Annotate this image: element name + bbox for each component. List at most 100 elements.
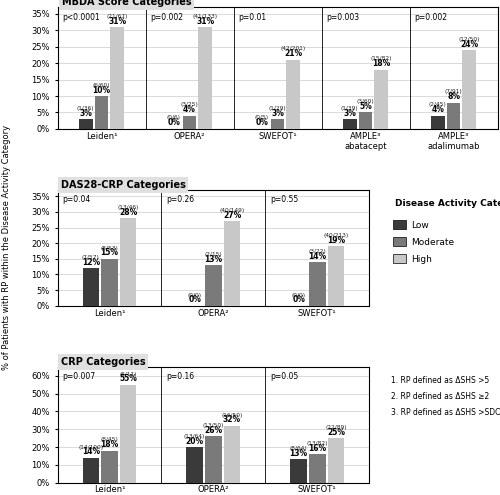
- Text: (8/64): (8/64): [290, 446, 308, 451]
- Text: p=0.04: p=0.04: [62, 195, 91, 204]
- Text: (8/45): (8/45): [100, 438, 118, 443]
- Bar: [328, 438, 344, 483]
- Bar: [205, 265, 222, 306]
- Text: (0/0): (0/0): [188, 293, 202, 297]
- Text: (6/11): (6/11): [120, 372, 137, 377]
- Bar: [110, 27, 124, 129]
- Text: 15%: 15%: [100, 248, 118, 257]
- Bar: [94, 96, 108, 129]
- Text: p<0.0001: p<0.0001: [62, 13, 100, 22]
- Text: (1/29): (1/29): [268, 105, 286, 110]
- Text: p=0.002: p=0.002: [414, 13, 447, 22]
- Text: 31%: 31%: [196, 17, 214, 26]
- Text: p=0.05: p=0.05: [270, 372, 299, 381]
- Text: 4%: 4%: [431, 105, 444, 114]
- Bar: [198, 27, 212, 129]
- Text: 5%: 5%: [359, 102, 372, 111]
- Text: 18%: 18%: [372, 59, 390, 68]
- Text: 27%: 27%: [223, 211, 241, 220]
- Text: (3/60): (3/60): [356, 99, 374, 104]
- Bar: [309, 454, 326, 483]
- Text: 14%: 14%: [82, 447, 100, 456]
- Text: MBDA Score Categories: MBDA Score Categories: [62, 0, 192, 7]
- Text: (3/25): (3/25): [180, 102, 198, 107]
- Text: (22/89): (22/89): [325, 425, 347, 430]
- Text: (2/15): (2/15): [204, 252, 222, 257]
- Text: (13/50): (13/50): [202, 423, 224, 428]
- Text: (2/45): (2/45): [428, 102, 446, 107]
- Text: 0%: 0%: [167, 118, 180, 127]
- Text: p=0.55: p=0.55: [270, 195, 299, 204]
- Text: (7/57): (7/57): [82, 255, 100, 260]
- Text: (40/213): (40/213): [324, 233, 348, 238]
- Text: CRP Categories: CRP Categories: [60, 357, 145, 367]
- Text: p=0.16: p=0.16: [166, 372, 194, 381]
- Bar: [446, 102, 460, 129]
- Bar: [290, 459, 307, 483]
- Bar: [78, 119, 92, 129]
- Bar: [328, 247, 344, 306]
- Text: 13%: 13%: [290, 449, 308, 458]
- Text: 32%: 32%: [223, 415, 241, 424]
- Bar: [358, 112, 372, 129]
- Bar: [101, 450, 117, 483]
- Text: p=0.26: p=0.26: [166, 195, 194, 204]
- Text: (0/6): (0/6): [166, 115, 180, 120]
- Text: 12%: 12%: [82, 258, 100, 267]
- Text: 0%: 0%: [188, 296, 201, 304]
- Bar: [120, 218, 136, 306]
- Text: (1/39): (1/39): [341, 105, 358, 110]
- Text: (42/201): (42/201): [280, 47, 306, 51]
- Text: p=0.007: p=0.007: [62, 372, 96, 381]
- Text: 20%: 20%: [186, 437, 204, 446]
- Text: 3%: 3%: [343, 108, 356, 118]
- Bar: [374, 70, 388, 129]
- Text: (6/60): (6/60): [92, 83, 110, 88]
- Text: (16/50): (16/50): [222, 412, 243, 418]
- Text: (41/133): (41/133): [193, 14, 218, 19]
- Text: p=0.003: p=0.003: [326, 13, 359, 22]
- Text: % of Patients with RP within the Disease Activity Category: % of Patients with RP within the Disease…: [2, 125, 11, 370]
- Bar: [101, 259, 117, 306]
- Bar: [342, 119, 356, 129]
- Text: 0%: 0%: [255, 118, 268, 127]
- Text: DAS28-CRP Categories: DAS28-CRP Categories: [60, 180, 186, 190]
- Bar: [224, 221, 240, 306]
- Bar: [462, 50, 476, 129]
- Text: (7/91): (7/91): [444, 89, 462, 94]
- Bar: [82, 268, 99, 306]
- Text: (8/53): (8/53): [100, 246, 118, 251]
- Text: (0/5): (0/5): [254, 115, 268, 120]
- Text: 14%: 14%: [308, 251, 326, 260]
- Text: 8%: 8%: [447, 92, 460, 101]
- Text: 3%: 3%: [79, 108, 92, 118]
- Text: 4%: 4%: [183, 105, 196, 114]
- Text: 1. RP defined as ΔSHS >5
2. RP defined as ΔSHS ≥2
3. RP defined as ΔSHS >SDC: 1. RP defined as ΔSHS >5 2. RP defined a…: [390, 376, 500, 417]
- Text: (12/50): (12/50): [458, 37, 480, 42]
- Bar: [430, 116, 444, 129]
- Text: (15/82): (15/82): [370, 56, 392, 61]
- Text: 21%: 21%: [284, 50, 302, 58]
- Legend: Low, Moderate, High: Low, Moderate, High: [393, 220, 454, 263]
- Text: (1/36): (1/36): [77, 105, 94, 110]
- Bar: [120, 385, 136, 483]
- Text: (3/22): (3/22): [308, 249, 326, 254]
- Bar: [186, 447, 203, 483]
- Text: 18%: 18%: [100, 440, 118, 449]
- Text: 19%: 19%: [327, 236, 345, 245]
- Bar: [82, 458, 99, 483]
- Text: 31%: 31%: [108, 17, 126, 26]
- Text: 24%: 24%: [460, 40, 478, 49]
- Text: (13/64): (13/64): [184, 434, 206, 439]
- Bar: [224, 426, 240, 483]
- Text: (13/82): (13/82): [306, 441, 328, 446]
- Text: (14/100): (14/100): [78, 445, 104, 449]
- Text: 16%: 16%: [308, 444, 326, 453]
- Text: 13%: 13%: [204, 255, 222, 264]
- Bar: [286, 60, 300, 129]
- Text: 3%: 3%: [271, 108, 284, 118]
- Text: (40/149): (40/149): [220, 208, 244, 213]
- Text: (13/46): (13/46): [118, 205, 139, 210]
- Text: 0%: 0%: [292, 296, 305, 304]
- Text: (21/67): (21/67): [106, 14, 128, 19]
